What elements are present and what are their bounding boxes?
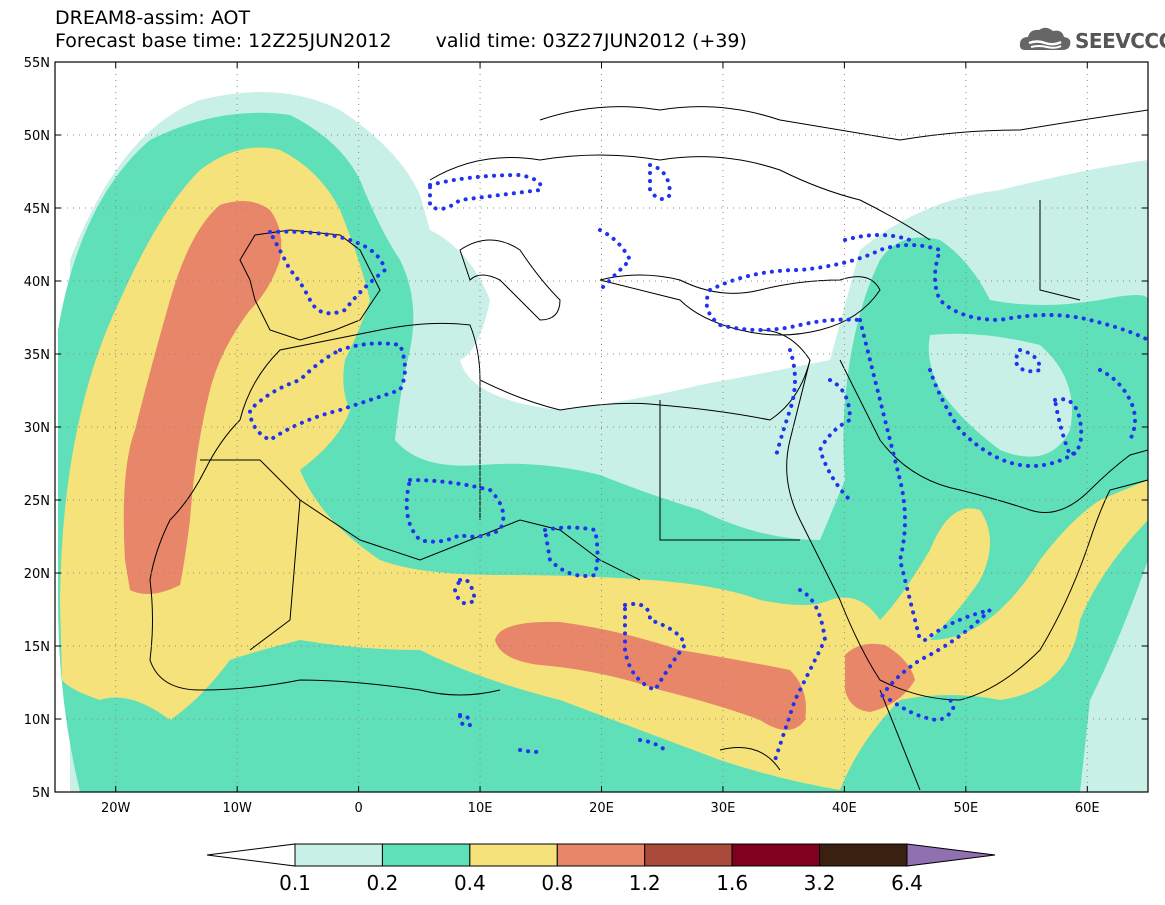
- aot-level-0.8: [123, 201, 915, 730]
- x-axis-label: 50E: [953, 801, 978, 816]
- y-axis-label: 5N: [32, 786, 50, 801]
- colorbar-swatch: [819, 843, 908, 867]
- coastlines: [149, 106, 1148, 791]
- x-axis-label: 30E: [711, 801, 736, 816]
- colorbar: [206, 843, 996, 867]
- y-axis-labels: 55N 50N 45N 40N 35N 30N 25N 20N 15N 10N 5N: [24, 56, 50, 801]
- colorbar-label: 0.8: [541, 871, 574, 895]
- time-info: Forecast base time: 12Z25JUN2012 valid ti…: [55, 30, 747, 52]
- x-axis-label: 0: [354, 801, 362, 816]
- y-axis-label: 30N: [24, 421, 50, 436]
- colorbar-label: 0.1: [279, 871, 311, 895]
- x-axis-label: 10E: [468, 801, 493, 816]
- x-axis-label: 60E: [1075, 801, 1100, 816]
- colorbar-swatch: [731, 843, 821, 867]
- valid-time: valid time: 03Z27JUN2012 (+39): [435, 30, 747, 52]
- y-axis-label: 15N: [24, 640, 50, 655]
- colorbar-label: 1.6: [716, 871, 749, 895]
- y-axis-label: 10N: [24, 713, 50, 728]
- colorbar-label: 3.2: [803, 871, 836, 895]
- dust-contours: [247, 162, 1148, 762]
- axis-ticks: [55, 61, 1148, 793]
- colorbar-swatch: [381, 843, 471, 867]
- seevccc-logo: SEEVCCC: [1017, 24, 1165, 56]
- gridlines: [55, 62, 1148, 792]
- colorbar-max-arrow: [906, 843, 996, 867]
- forecast-base-time: Forecast base time: 12Z25JUN2012: [55, 30, 392, 52]
- colorbar-swatch: [556, 843, 646, 867]
- y-axis-label: 50N: [24, 129, 50, 144]
- colorbar-swatch: [644, 843, 733, 867]
- x-axis-label: 10W: [222, 801, 252, 816]
- y-axis-label: 20N: [24, 567, 50, 582]
- colorbar-swatch: [294, 843, 383, 867]
- y-axis-label: 25N: [24, 494, 50, 509]
- colorbar-label: 0.2: [366, 871, 399, 895]
- colorbar-swatch: [469, 843, 558, 867]
- logo-text: SEEVCCC: [1075, 29, 1165, 53]
- x-axis-labels: 20W 10W 0 10E 20E 30E 40E 50E 60E: [101, 801, 1100, 816]
- colorbar-label: 1.2: [628, 871, 661, 895]
- y-axis-label: 35N: [24, 348, 50, 363]
- map-title: DREAM8-assim: AOT: [55, 7, 251, 29]
- colorbar-label: 0.4: [453, 871, 486, 895]
- y-axis-label: 40N: [24, 275, 50, 290]
- x-axis-label: 20W: [101, 801, 131, 816]
- y-axis-label: 45N: [24, 202, 50, 217]
- colorbar-min-arrow: [206, 843, 296, 867]
- aot-level-0.4: [60, 147, 1148, 790]
- cloud-icon: [1019, 27, 1071, 50]
- colorbar-label: 6.4: [891, 871, 923, 895]
- x-axis-label: 40E: [832, 801, 857, 816]
- x-axis-label: 20E: [589, 801, 614, 816]
- y-axis-label: 55N: [24, 56, 50, 71]
